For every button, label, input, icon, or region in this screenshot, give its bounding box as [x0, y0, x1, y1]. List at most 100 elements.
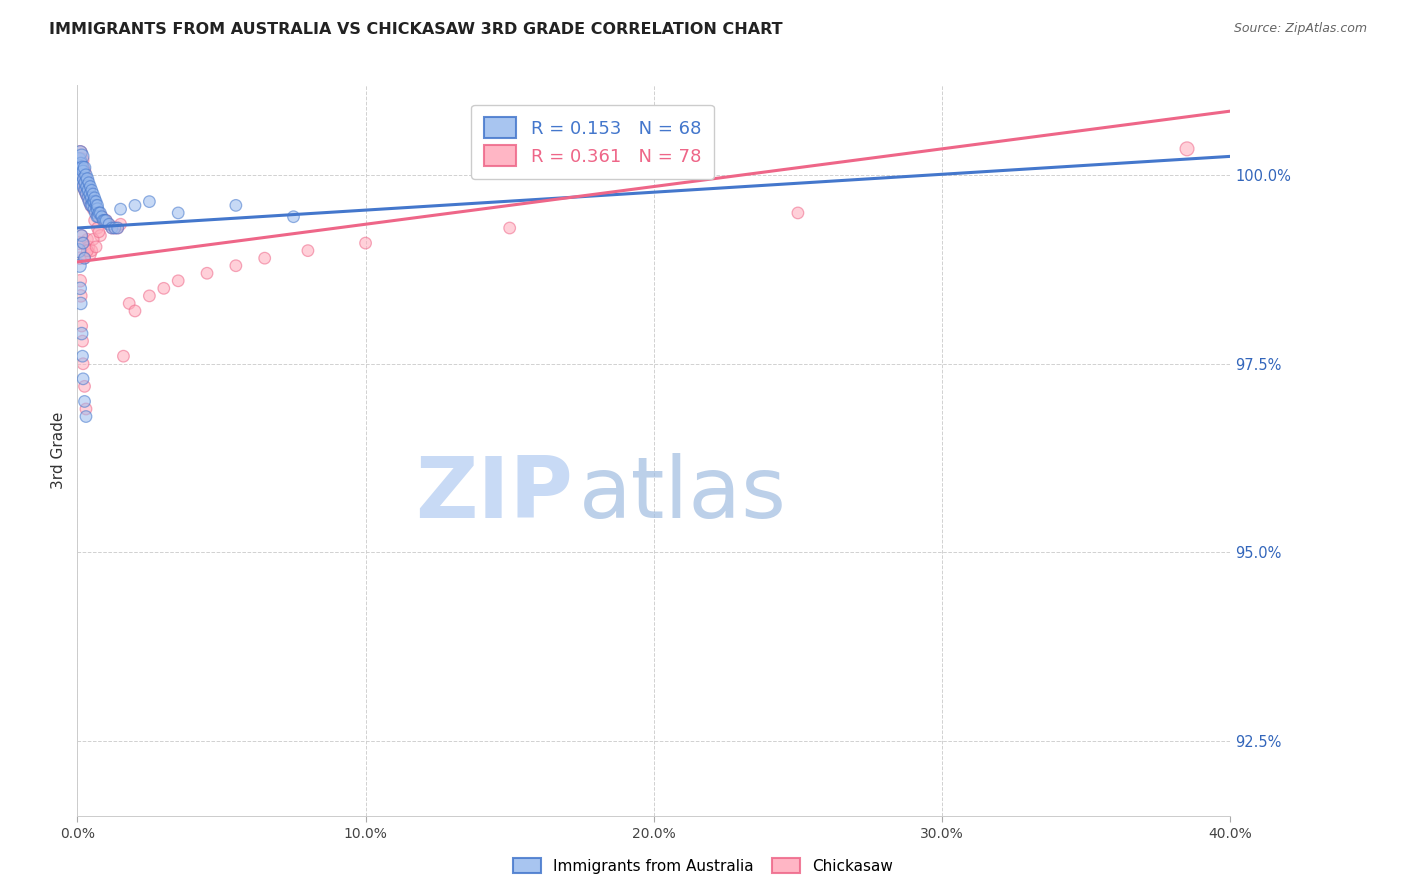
Point [86, 221, 108, 235]
Point [82, 194, 104, 209]
Point [253, 251, 276, 265]
Point [76, 179, 98, 194]
Point [69, 296, 91, 310]
Point [73, 179, 96, 194]
Point [83, 213, 105, 227]
Point [73, 179, 96, 194]
Point [79, 194, 101, 209]
Point [72, 236, 94, 251]
Point [73, 394, 96, 409]
Point [77, 176, 100, 190]
Point [77, 183, 100, 197]
Point [80, 194, 103, 209]
Point [225, 259, 247, 273]
Point [75, 179, 97, 194]
Point [75, 409, 97, 424]
Point [91, 213, 114, 227]
Point [80, 198, 103, 212]
Point [79, 191, 101, 205]
Point [138, 289, 160, 303]
Point [69, 259, 91, 273]
Point [86, 206, 108, 220]
Point [72, 349, 94, 363]
Point [86, 198, 108, 212]
Point [225, 198, 247, 212]
Point [82, 202, 104, 216]
Point [84, 202, 107, 216]
Point [79, 187, 101, 202]
Point [72, 161, 94, 175]
Point [80, 191, 103, 205]
Point [79, 247, 101, 261]
Point [499, 221, 522, 235]
Point [1175, 142, 1198, 156]
Point [72, 176, 94, 190]
Point [104, 221, 127, 235]
Point [72, 236, 94, 251]
Point [76, 172, 98, 186]
Point [82, 198, 104, 212]
Point [72, 164, 94, 178]
Point [76, 244, 98, 258]
Point [75, 168, 97, 182]
Point [87, 206, 110, 220]
Point [87, 225, 110, 239]
Point [67, 236, 90, 251]
Point [77, 187, 100, 202]
Point [82, 187, 104, 202]
Point [90, 210, 112, 224]
Point [67, 153, 90, 168]
Point [89, 210, 111, 224]
Point [70, 319, 93, 334]
Point [73, 164, 96, 178]
Point [69, 251, 91, 265]
Point [83, 194, 105, 209]
Point [75, 183, 97, 197]
Point [107, 221, 129, 235]
Point [77, 240, 100, 254]
Point [86, 210, 108, 224]
Point [80, 244, 103, 258]
Point [84, 206, 107, 220]
Point [98, 217, 121, 231]
Point [73, 251, 96, 265]
Point [70, 326, 93, 341]
Point [75, 172, 97, 186]
Point [70, 153, 93, 168]
Point [77, 191, 100, 205]
Point [72, 168, 94, 182]
Point [110, 202, 132, 216]
Point [167, 274, 190, 288]
Point [80, 191, 103, 205]
Point [70, 228, 93, 243]
Point [69, 274, 91, 288]
Point [73, 172, 96, 186]
Point [69, 157, 91, 171]
Point [75, 183, 97, 197]
Text: ZIP: ZIP [415, 453, 574, 536]
Point [93, 213, 115, 227]
Point [75, 176, 97, 190]
Point [101, 221, 124, 235]
Point [70, 149, 93, 163]
Point [72, 172, 94, 186]
Point [82, 232, 104, 246]
Point [67, 244, 90, 258]
Point [69, 161, 91, 175]
Point [70, 228, 93, 243]
Point [84, 240, 107, 254]
Point [283, 210, 305, 224]
Point [82, 194, 104, 209]
Point [72, 357, 94, 371]
Point [91, 213, 114, 227]
Point [195, 266, 218, 280]
Point [73, 379, 96, 393]
Point [69, 157, 91, 171]
Point [297, 244, 319, 258]
Point [83, 191, 105, 205]
Point [69, 289, 91, 303]
Point [89, 206, 111, 220]
Point [69, 281, 91, 295]
Point [96, 213, 118, 227]
Point [80, 198, 103, 212]
